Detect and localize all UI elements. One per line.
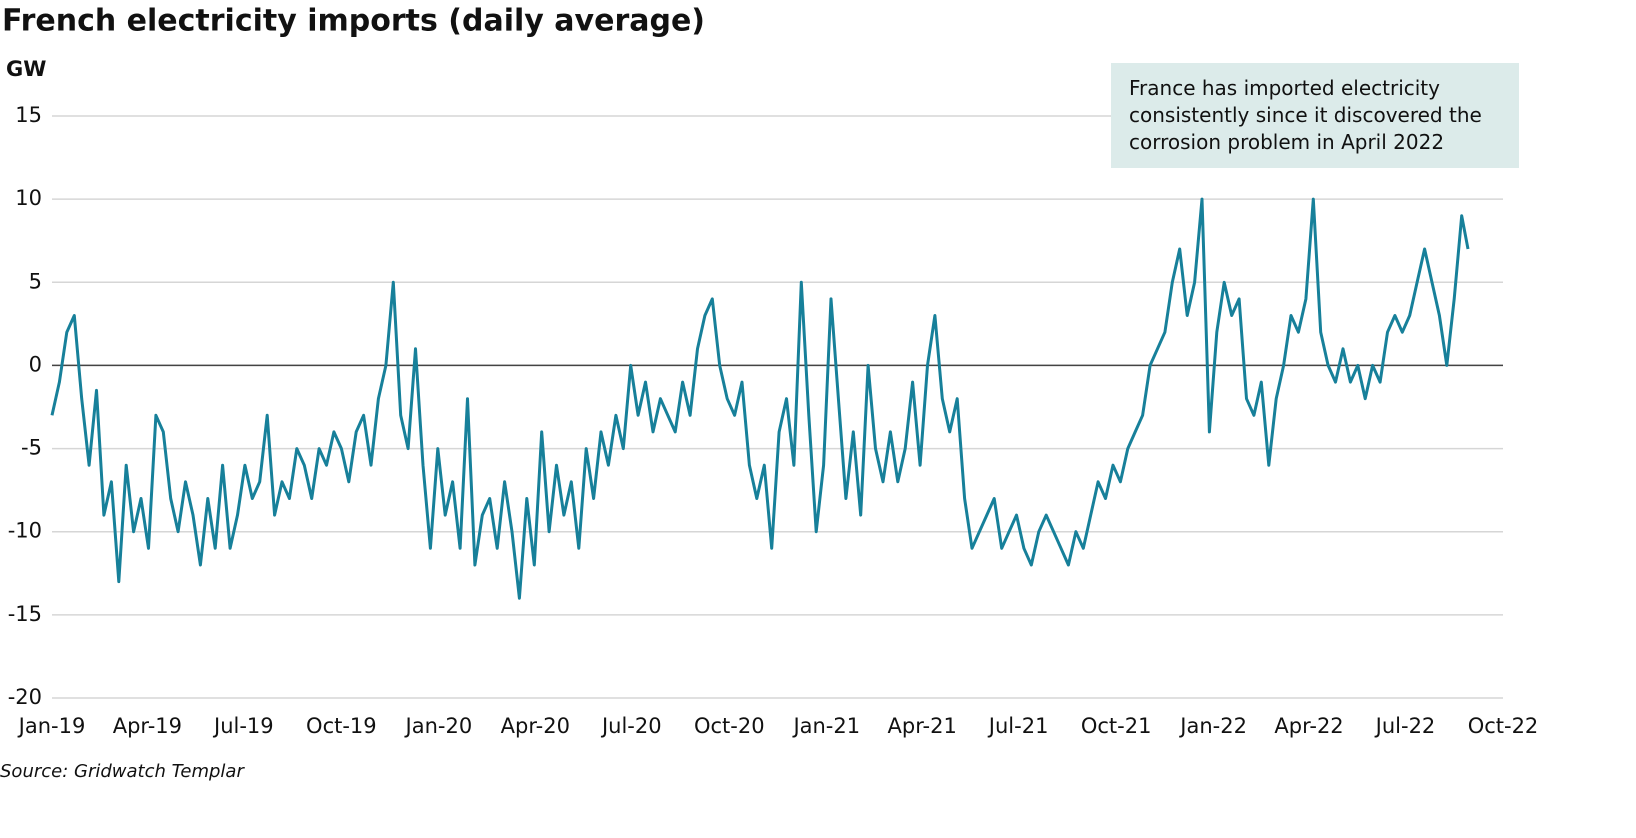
annotation: France has imported electricity consiste… — [1111, 63, 1519, 168]
x-tick-label: Apr-21 — [888, 714, 957, 738]
x-tick-label: Jul-20 — [600, 714, 662, 738]
y-tick-label: -15 — [8, 602, 42, 626]
y-tick-label: 15 — [15, 103, 42, 127]
x-tick-label: Jul-21 — [987, 714, 1049, 738]
y-axis-label: GW — [6, 57, 46, 81]
x-tick-label: Oct-21 — [1081, 714, 1152, 738]
x-tick-label: Jan-21 — [791, 714, 860, 738]
y-tick-label: 0 — [29, 352, 42, 376]
x-tick-label: Oct-22 — [1468, 714, 1539, 738]
x-tick-label: Jan-20 — [404, 714, 473, 738]
x-tick-label: Jan-19 — [17, 714, 86, 738]
y-tick-label: -10 — [8, 519, 42, 543]
x-tick-label: Apr-19 — [113, 714, 182, 738]
source: Source: Gridwatch Templar — [0, 761, 245, 782]
y-tick-label: -20 — [8, 685, 42, 709]
x-tick-label: Oct-19 — [306, 714, 377, 738]
x-tick-label: Oct-20 — [694, 714, 765, 738]
x-tick-label: Apr-22 — [1274, 714, 1343, 738]
data-line — [50, 197, 1470, 600]
chart-title: French electricity imports (daily averag… — [2, 4, 705, 39]
x-tick-label: Jan-22 — [1178, 714, 1247, 738]
x-tick-label: Apr-20 — [501, 714, 570, 738]
y-tick-label: 10 — [15, 186, 42, 210]
y-tick-label: -5 — [21, 436, 42, 460]
x-tick-label: Jul-22 — [1374, 714, 1436, 738]
x-tick-label: Jul-19 — [212, 714, 274, 738]
y-tick-label: 5 — [29, 269, 42, 293]
